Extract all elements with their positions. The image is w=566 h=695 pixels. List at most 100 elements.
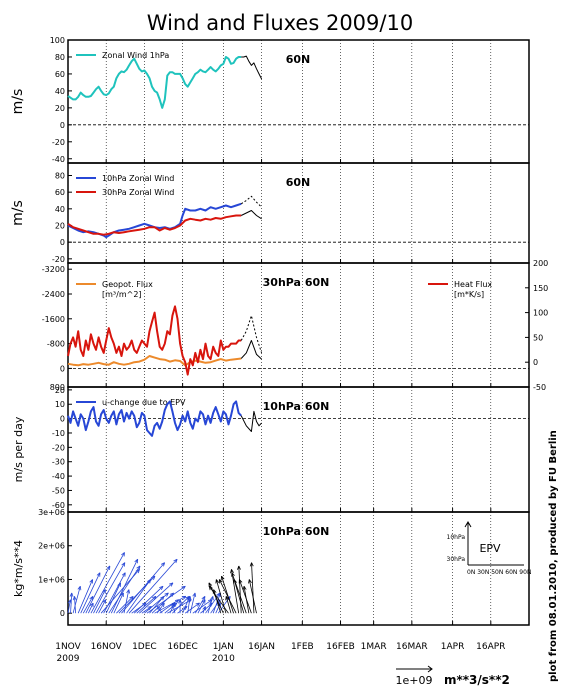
vector-arrowhead <box>96 572 101 577</box>
vector-arrowhead <box>157 606 162 611</box>
vector-arrowhead <box>69 592 74 597</box>
vector-arrowhead <box>230 569 234 574</box>
legend-label: Zonal Wind 1hPa <box>102 51 169 60</box>
reference-arrowhead <box>427 665 433 673</box>
vector-arrow <box>67 599 71 614</box>
vector-arrowhead <box>164 592 169 597</box>
series-line-30hpa-zonal-wind <box>67 214 242 236</box>
y-tick-label: 0 <box>60 121 65 130</box>
y-tick-label: 40 <box>55 87 65 96</box>
inset-level: 30hPa <box>447 556 466 563</box>
y-tick-label: -10 <box>52 429 65 438</box>
y-tick-label-right: 0 <box>533 358 538 367</box>
vector-arrowhead <box>210 596 214 601</box>
y-axis-label: m/s per day <box>12 416 25 482</box>
vector-arrowhead <box>249 562 254 567</box>
panel-3: -3200 -2400 -1600 -800 0 200 150 100 50 0 -50 30hPa… <box>42 259 549 392</box>
vector-arrow <box>177 606 188 614</box>
y-tick-label: 1e+06 <box>38 575 65 584</box>
vector-arrowhead <box>202 606 207 611</box>
y-tick-label: 20 <box>55 386 65 395</box>
x-tick-label: 16APR <box>476 642 505 652</box>
vector-arrowhead <box>159 585 164 591</box>
y-tick-label: 60 <box>55 188 65 197</box>
vector-arrow <box>90 552 125 614</box>
vector-arrowhead <box>181 585 186 590</box>
y-axis-label: kg*m/s**4 <box>12 540 25 597</box>
vector-unit-label: m**3/s**2 <box>444 673 510 687</box>
vector-arrow <box>113 592 124 614</box>
vector-arrowhead <box>231 572 235 577</box>
vector-arrow <box>195 596 206 614</box>
x-year-label: 2009 <box>57 654 80 664</box>
panel-5: 3e+06 2e+06 1e+06 0 kg*m/s**4 10hPa 60N 10hPa 3… <box>12 508 531 626</box>
vector-arrow <box>128 558 178 614</box>
reference-vector-label: 1e+09 <box>396 674 433 687</box>
side-credit-text: plot from 08.01.2010, produced by FU Ber… <box>548 430 559 682</box>
vector-arrowhead <box>174 599 180 604</box>
y-tick-label: -60 <box>52 501 65 510</box>
panel-2: 80 60 40 20 0 -20 m/s 60N 10hPa Zonal Wind 30hPa … <box>10 162 530 264</box>
vector-arrow <box>126 579 151 614</box>
vector-arrow <box>238 565 242 614</box>
y-axis-label: m/s <box>10 89 26 115</box>
y-tick-label-right: -50 <box>533 383 546 392</box>
vector-arrow <box>239 579 252 614</box>
vector-arrow <box>85 565 111 614</box>
vector-arrow <box>141 606 152 614</box>
vector-arrowhead <box>102 589 106 594</box>
vector-arrowhead <box>178 599 182 604</box>
vector-arrow <box>208 585 229 614</box>
vector-arrow <box>218 579 237 614</box>
y-tick-label: 20 <box>55 104 65 113</box>
vector-arrowhead <box>220 575 225 581</box>
vector-arrow <box>205 592 221 614</box>
panel-annotation: 10hPa 60N <box>263 525 330 538</box>
vector-arrow <box>70 592 73 614</box>
vector-arrow <box>192 599 213 614</box>
series-line <box>241 55 263 80</box>
legend-label: Heat Flux <box>454 280 492 289</box>
vector-arrowhead <box>215 579 220 584</box>
vector-arrow <box>116 596 134 614</box>
vector-arrow <box>233 579 245 614</box>
x-tick-label: 1DEC <box>132 642 157 652</box>
vector-arrow <box>139 582 174 614</box>
series-line <box>240 410 262 432</box>
reference-vector: 1e+09 m**3/s**2 <box>396 665 510 687</box>
x-tick-label: 1MAR <box>361 642 387 652</box>
y-tick-label: -20 <box>52 255 65 264</box>
vector-arrow <box>172 596 190 614</box>
vector-arrow <box>225 596 232 614</box>
y-tick-label: -3200 <box>42 265 65 274</box>
vector-arrow <box>93 589 106 614</box>
epv-inset: 10hPa 30hPa EPV 0N 30N 50N 60N 90N <box>447 521 531 576</box>
vector-arrow <box>231 569 240 614</box>
vector-arrowhead <box>208 582 213 587</box>
x-tick-label: 16MAR <box>396 642 428 652</box>
series-line <box>240 340 262 360</box>
vector-arrow <box>77 579 93 614</box>
vector-arrowhead <box>237 565 241 570</box>
vector-arrowhead <box>201 599 206 604</box>
y-tick-label: 80 <box>55 53 65 62</box>
vector-arrowhead <box>106 565 111 570</box>
vector-arrowhead <box>160 602 165 608</box>
vector-arrowhead <box>160 562 166 567</box>
vector-arrow <box>80 572 101 614</box>
y-tick-label: -2400 <box>42 290 65 299</box>
panel-annotation: 60N <box>286 176 311 189</box>
vector-arrow <box>149 596 165 614</box>
vector-arrow <box>74 596 77 614</box>
vector-arrowhead <box>225 596 230 601</box>
y-tick-label: 0 <box>60 415 65 424</box>
vector-arrowhead <box>77 585 82 591</box>
vector-arrowhead <box>117 582 122 587</box>
y-axis-label: m/s <box>10 200 26 226</box>
legend-unit: [m*K/s] <box>454 290 484 299</box>
vector-arrowhead <box>121 572 126 577</box>
x-year-label: 2010 <box>212 654 235 664</box>
vector-arrowhead <box>187 596 192 601</box>
vector-arrowhead <box>121 562 126 567</box>
